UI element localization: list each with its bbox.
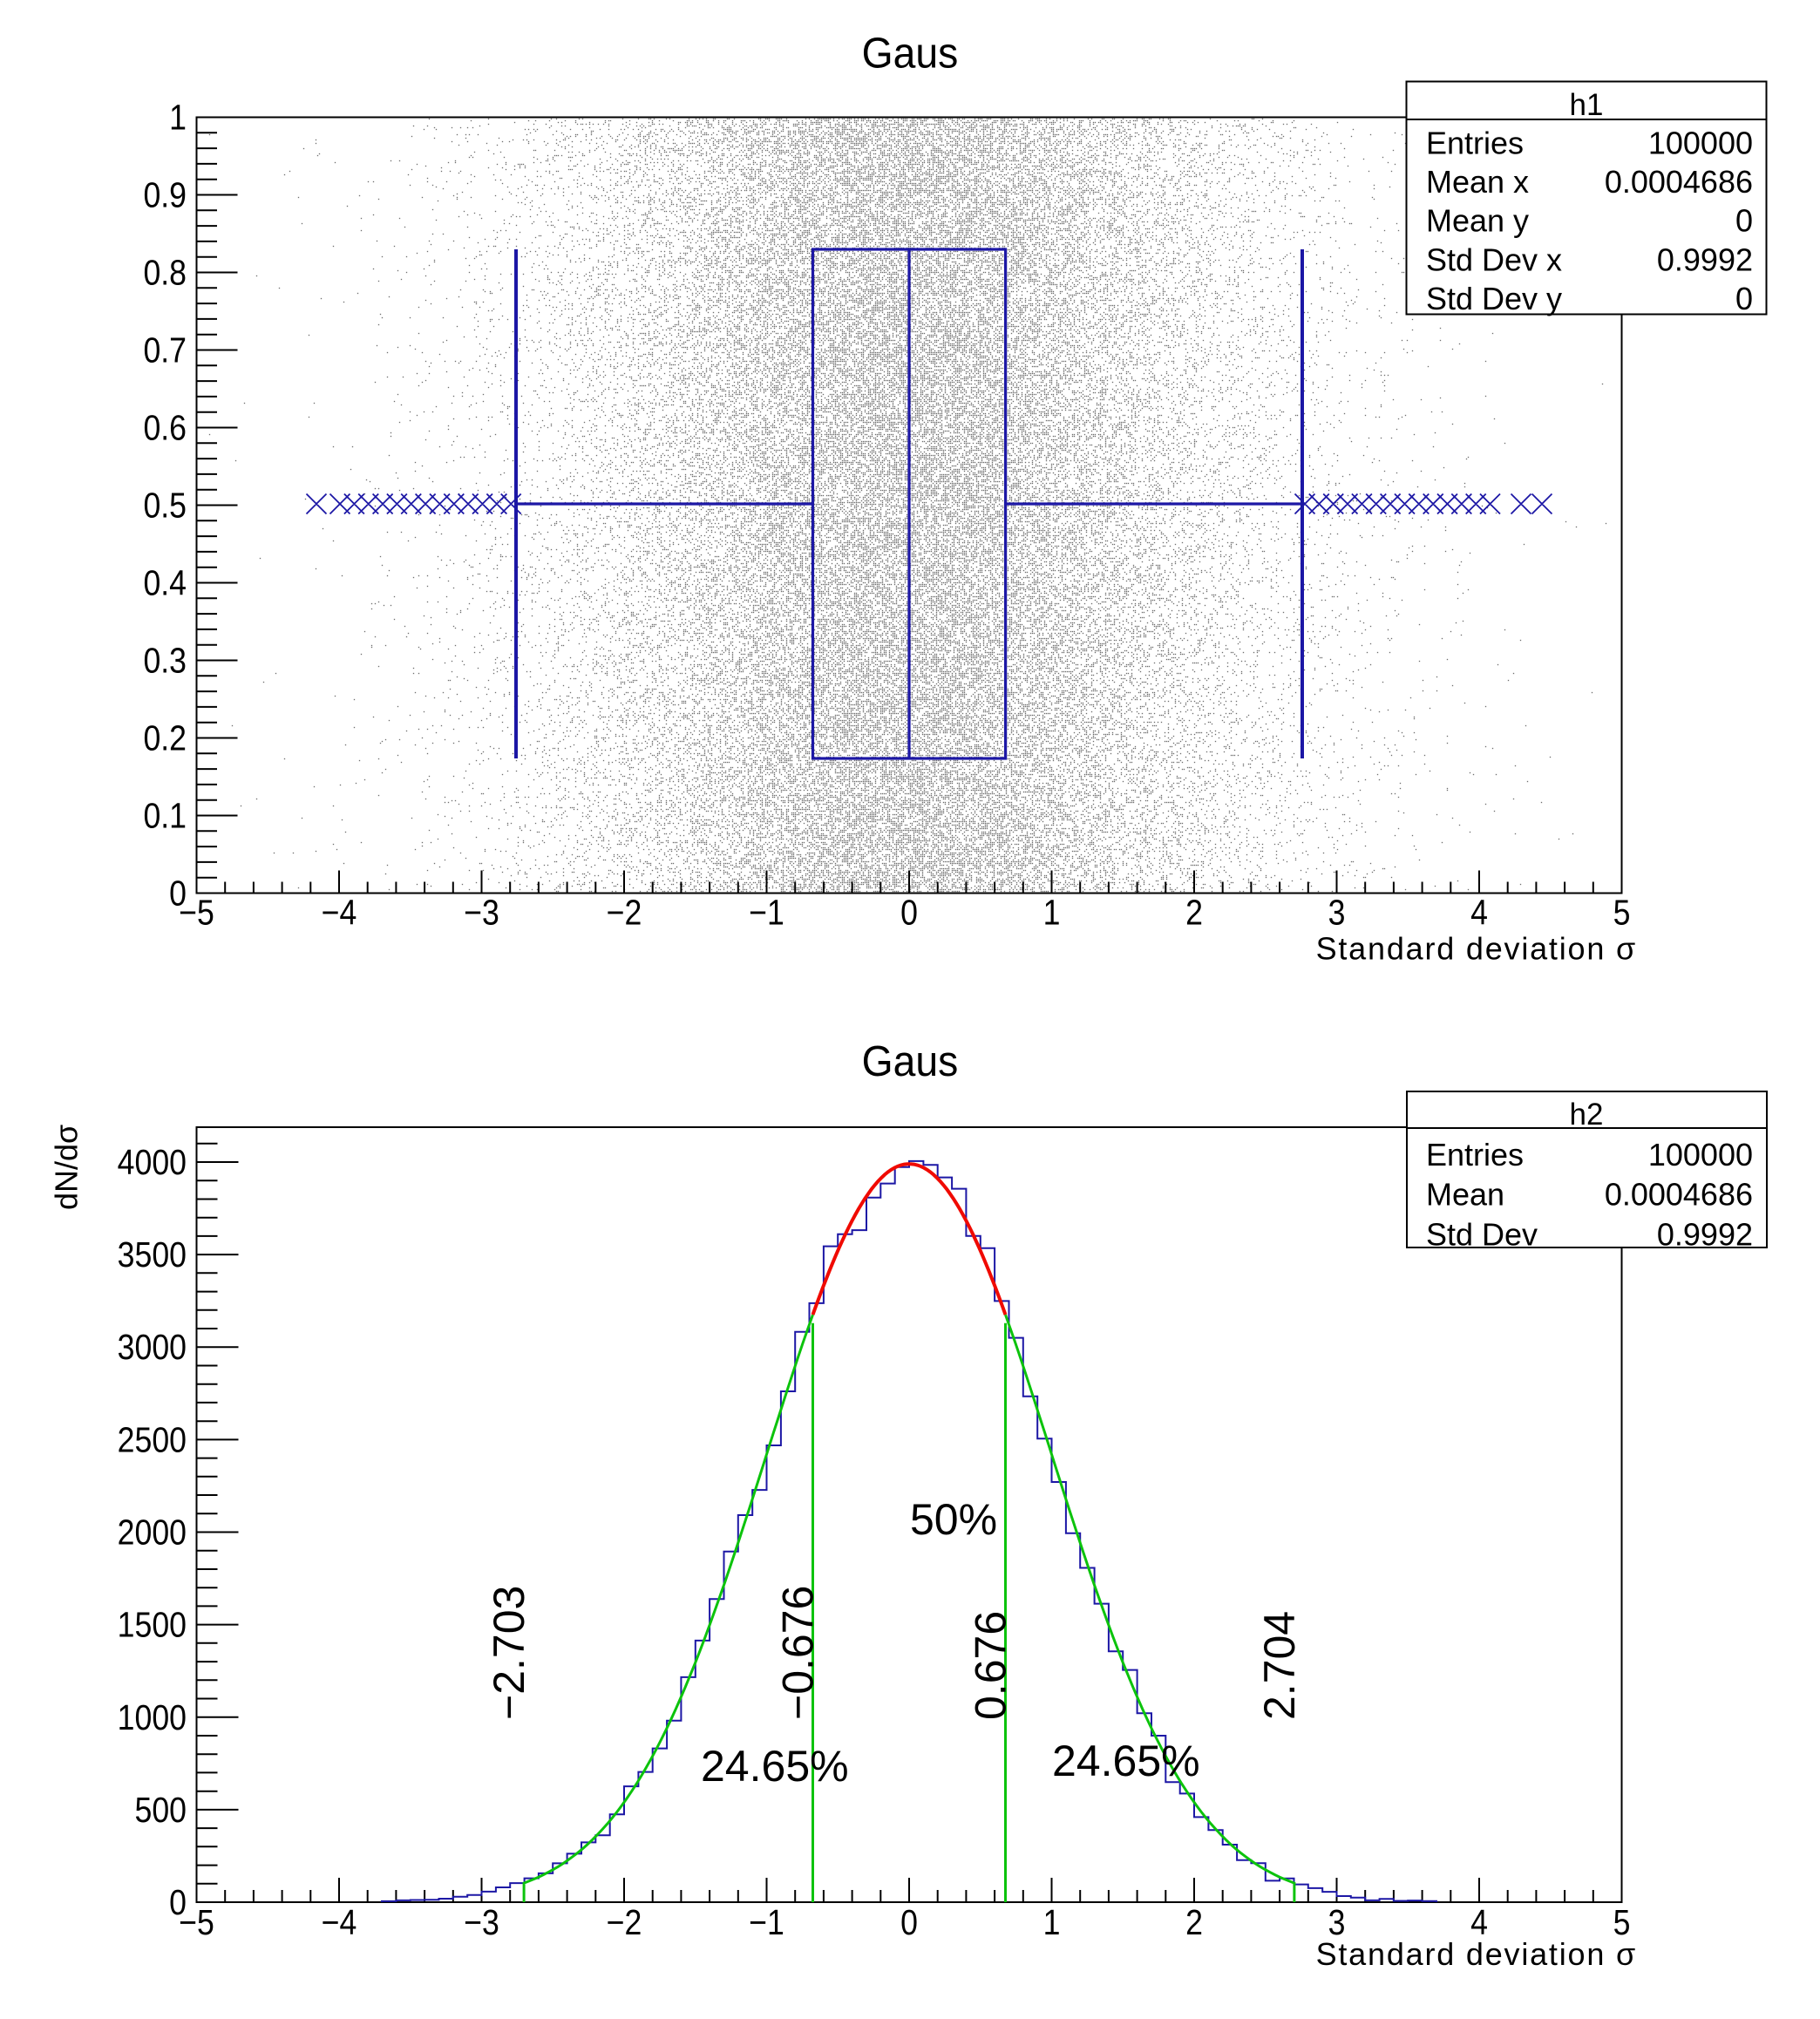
svg-text:1000: 1000 [118,1698,187,1738]
svg-text:0: 0 [900,893,918,933]
svg-text:Entries: Entries [1426,1137,1524,1173]
svg-text:−2: −2 [607,1903,642,1943]
svg-text:Std Dev y: Std Dev y [1426,281,1562,316]
svg-text:−3: −3 [464,893,499,933]
svg-text:Standard deviation σ: Standard deviation σ [1316,931,1637,967]
svg-text:2.704: 2.704 [1255,1611,1304,1720]
svg-text:−5: −5 [179,893,214,933]
svg-text:5: 5 [1613,1903,1631,1943]
svg-text:24.65%: 24.65% [701,1742,849,1791]
svg-text:2: 2 [1185,1903,1203,1943]
svg-text:Mean x: Mean x [1426,164,1529,200]
svg-text:0.4: 0.4 [143,563,187,603]
svg-text:0.9: 0.9 [143,175,187,215]
svg-text:Std Dev x: Std Dev x [1426,241,1562,277]
svg-text:4: 4 [1470,1903,1488,1943]
svg-text:24.65%: 24.65% [1052,1737,1200,1785]
svg-text:0.1: 0.1 [143,796,187,836]
svg-text:−0.676: −0.676 [774,1586,823,1720]
svg-text:0.3: 0.3 [143,641,187,681]
svg-text:0: 0 [900,1903,918,1943]
svg-text:100000: 100000 [1648,1137,1753,1173]
svg-text:0.0004686: 0.0004686 [1605,1177,1753,1213]
svg-text:Mean: Mean [1426,1177,1504,1213]
svg-text:h2: h2 [1570,1098,1604,1132]
svg-text:0: 0 [169,874,187,914]
svg-text:50%: 50% [910,1495,997,1544]
svg-text:Standard deviation σ: Standard deviation σ [1316,1936,1637,1972]
svg-text:0.676: 0.676 [967,1611,1015,1720]
svg-text:0.2: 0.2 [143,718,187,758]
svg-text:Mean y: Mean y [1426,203,1529,239]
svg-text:3500: 3500 [118,1235,187,1275]
svg-text:5: 5 [1613,893,1631,933]
svg-text:−1: −1 [749,893,784,933]
svg-text:0.0004686: 0.0004686 [1605,164,1753,200]
svg-text:h1: h1 [1570,88,1604,122]
svg-text:3: 3 [1328,893,1346,933]
svg-text:3: 3 [1328,1903,1346,1943]
svg-text:2000: 2000 [118,1513,187,1553]
svg-text:−3: −3 [464,1903,499,1943]
svg-text:−2: −2 [607,893,642,933]
svg-text:0.9992: 0.9992 [1657,241,1753,277]
svg-text:1: 1 [1043,1903,1061,1943]
svg-text:0.5: 0.5 [143,486,187,526]
svg-text:0.7: 0.7 [143,330,187,370]
svg-text:100000: 100000 [1648,126,1753,161]
svg-text:dN/dσ: dN/dσ [49,1125,85,1210]
svg-text:0.6: 0.6 [143,408,187,448]
svg-text:Gaus: Gaus [862,30,959,77]
svg-text:Entries: Entries [1426,126,1524,161]
svg-text:1: 1 [169,98,187,138]
svg-text:−5: −5 [179,1903,214,1943]
svg-text:0.9992: 0.9992 [1657,1216,1753,1252]
svg-text:−2.703: −2.703 [485,1586,533,1720]
svg-text:4000: 4000 [118,1143,187,1183]
svg-text:3000: 3000 [118,1328,187,1368]
svg-text:−4: −4 [322,1903,357,1943]
svg-text:1500: 1500 [118,1605,187,1645]
svg-text:Std Dev: Std Dev [1426,1216,1538,1252]
svg-text:4: 4 [1470,893,1488,933]
svg-text:2500: 2500 [118,1420,187,1460]
svg-text:0.8: 0.8 [143,253,187,293]
svg-text:Gaus: Gaus [862,1038,959,1085]
svg-text:−4: −4 [322,893,357,933]
svg-text:0: 0 [169,1883,187,1923]
svg-text:2: 2 [1185,893,1203,933]
svg-text:−1: −1 [749,1903,784,1943]
svg-text:0: 0 [1735,281,1753,316]
svg-text:500: 500 [135,1791,187,1831]
svg-text:1: 1 [1043,893,1061,933]
svg-text:0: 0 [1735,203,1753,239]
